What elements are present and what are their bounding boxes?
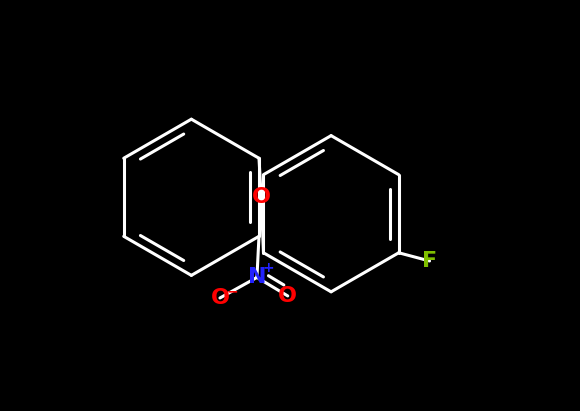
Text: O: O [252, 187, 271, 207]
Text: O: O [278, 286, 298, 306]
Text: N: N [248, 268, 266, 287]
Text: +: + [263, 261, 274, 275]
Text: F: F [422, 251, 437, 271]
Text: O: O [211, 288, 230, 308]
Text: −: − [226, 285, 238, 299]
